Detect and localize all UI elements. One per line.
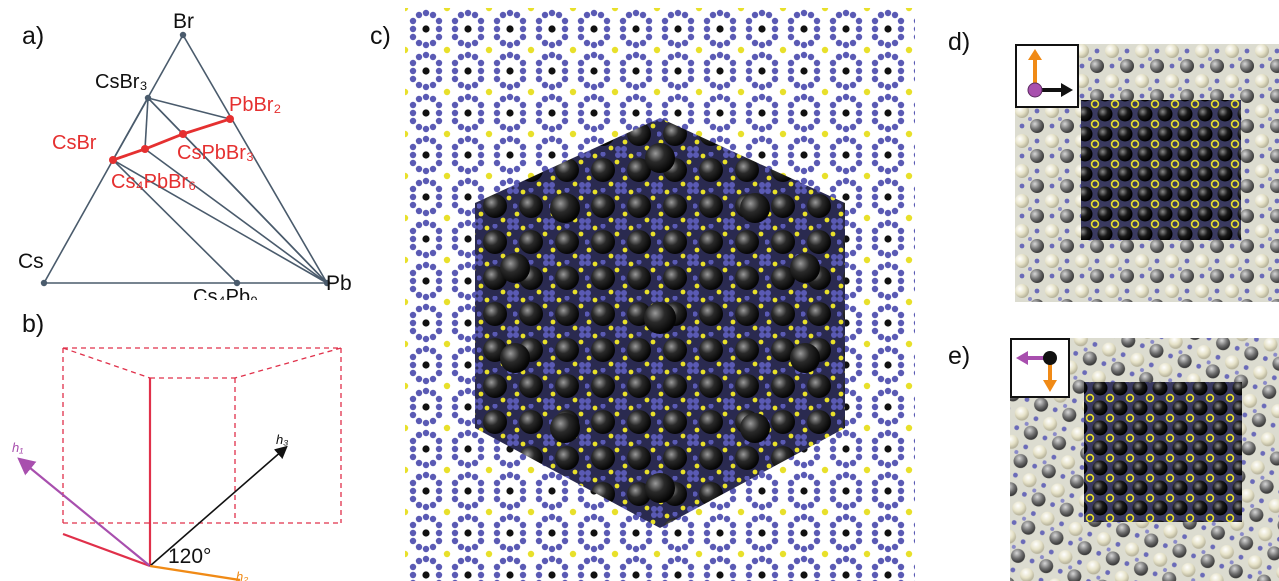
phase-csbr: CsBr [52,132,97,154]
dashed-frame [62,347,342,524]
vertex-cs: Cs [18,250,44,273]
slab-view-e [1010,338,1279,581]
axes-up-right-icon [1015,44,1079,108]
phase-cspbbr3: CsPbBr₃ [177,142,254,164]
highlight-path [112,117,231,162]
panel-a-label: a) [22,22,45,50]
vector-h3-label: h₃ [276,432,288,447]
panel-d-label: d) [948,28,971,56]
nanocrystal-structure [405,8,915,581]
lattice-vector-sketch: h₁ h₂ h₃ 120° [12,347,342,581]
angle-label: 120° [168,545,211,568]
perovskite-film [1084,382,1242,522]
vector-h2-label: h₂ [236,569,248,581]
vertex-pb: Pb [326,272,352,295]
phase-csbr3: CsBr₃ [95,71,148,93]
panel-b-label: b) [22,310,45,338]
panel-c-label: c) [370,22,391,50]
phase-pbbr2: PbBr₂ [229,94,281,116]
slab-view-d [1015,44,1279,302]
perovskite-film [1081,100,1241,240]
axes-left-down-icon [1010,338,1070,398]
vertex-br: Br [173,10,194,33]
vector-h1-label: h₁ [12,440,23,455]
phase-cs4pbbr6: Cs₄PbBr₆ [111,171,196,193]
phase-diagram: Br Cs Pb CsBr₃ PbBr₂ CsBr CsPbBr₃ Cs₄PbB… [18,10,352,300]
panel-e-label: e) [948,342,971,370]
phase-cs4pb9: Cs₄Pb₉ [193,286,258,300]
